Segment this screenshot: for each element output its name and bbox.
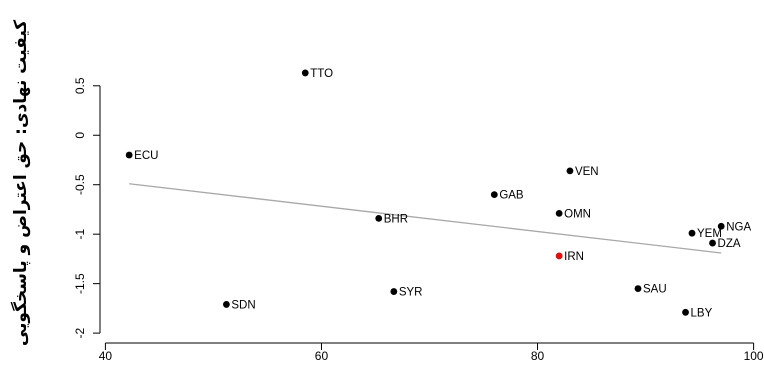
point-label-sdn: SDN (231, 299, 255, 311)
x-tick-label: 60 (315, 349, 329, 363)
data-point-gab (490, 191, 498, 199)
data-point-tto (301, 69, 309, 77)
point-label-bhr: BHR (384, 213, 408, 225)
point-label-dza: DZA (718, 238, 741, 250)
data-point-omn (555, 210, 563, 217)
y-tick-label: -1.5 (73, 273, 87, 294)
data-point-bhr (375, 214, 383, 222)
x-tick-label: 100 (744, 349, 764, 363)
trend-line (129, 183, 722, 254)
data-point-sdn (222, 301, 230, 308)
data-point-dza (709, 239, 716, 247)
y-tick-label: -1 (73, 229, 87, 240)
point-label-omn: OMN (564, 208, 591, 220)
data-point-lby (682, 308, 689, 316)
point-label-gab: GAB (499, 190, 524, 202)
point-label-ecu: ECU (134, 150, 158, 162)
x-tick-label: 80 (531, 349, 545, 363)
y-tick-label: 0 (73, 132, 87, 139)
data-point-ven (566, 167, 574, 175)
point-label-lby: LBY (691, 307, 713, 319)
data-point-syr (390, 288, 398, 295)
point-label-irn: IRN (564, 251, 584, 263)
data-point-yem (688, 229, 696, 237)
data-point-nga (717, 222, 725, 230)
data-point-sau (634, 285, 642, 292)
point-label-tto: TTO (310, 68, 333, 80)
point-label-nga: NGA (726, 221, 751, 233)
data-point-ecu (125, 151, 133, 159)
y-tick-label: -0.5 (73, 174, 87, 195)
data-point-irn (555, 252, 563, 260)
y-tick-label: 0.5 (73, 77, 87, 94)
point-label-yem: YEM (697, 228, 722, 240)
point-label-sau: SAU (643, 284, 667, 296)
y-tick-label: -2 (73, 327, 87, 338)
point-label-syr: SYR (399, 287, 423, 299)
point-label-ven: VEN (575, 166, 599, 178)
x-tick-label: 40 (99, 349, 113, 363)
